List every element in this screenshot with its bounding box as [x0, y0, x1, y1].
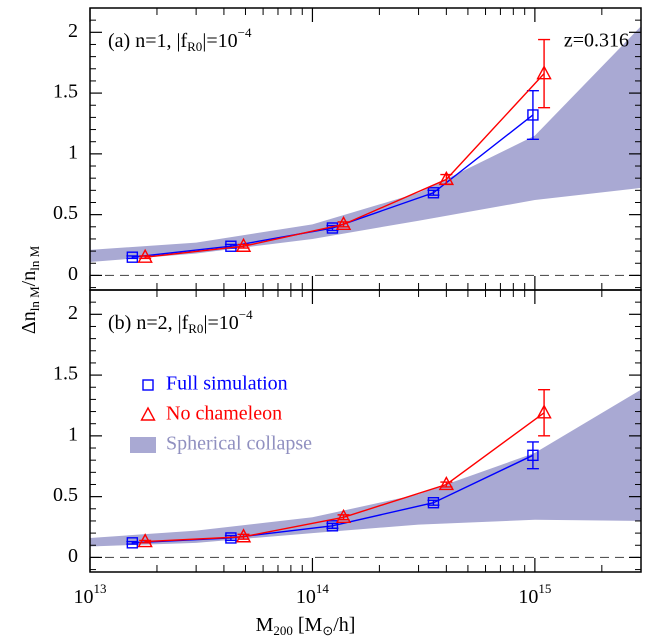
- error-bar: [538, 388, 551, 437]
- data-point: [527, 449, 539, 462]
- error-bar: [526, 441, 539, 470]
- y-tick-label: 0.5: [53, 202, 78, 224]
- y-axis-label-part: ln M: [27, 286, 42, 311]
- error-bar: [538, 38, 551, 109]
- x-axis-label-part: M: [256, 614, 274, 636]
- error-bar: [337, 221, 350, 228]
- y-axis-label-part: Δn: [18, 311, 40, 334]
- data-point: [225, 240, 237, 252]
- legend-label: Spherical collapse: [166, 433, 312, 455]
- error-bar: [237, 533, 250, 540]
- data-point: [326, 520, 339, 532]
- x-tick-label: 1014: [296, 581, 330, 608]
- x-tick-label-part: 13: [94, 581, 107, 596]
- data-point: [536, 404, 552, 419]
- x-tick-label-part: 10: [74, 586, 94, 608]
- error-bar: [427, 499, 440, 506]
- error-bar: [440, 481, 453, 488]
- panel-label-part: −4: [239, 307, 253, 322]
- error-bar: [326, 522, 339, 529]
- panel-label-part: −4: [238, 25, 252, 40]
- data-point: [235, 237, 252, 252]
- y-tick-label: 2: [68, 20, 78, 42]
- panel-label-part: (a) n=1, |f: [108, 30, 187, 52]
- data-point: [235, 528, 252, 543]
- data-point: [527, 109, 539, 121]
- x-tick-label: 1015: [518, 581, 551, 608]
- data-point: [335, 508, 352, 524]
- legend-marker: [140, 406, 156, 421]
- panel-label: (b) n=2, |fR0|=10−4: [108, 307, 253, 336]
- panel-label-part: R0: [187, 39, 202, 54]
- x-axis-label-part: /h]: [333, 614, 355, 636]
- y-tick-label: 1.5: [53, 363, 78, 385]
- panel-label-part: R0: [188, 321, 203, 336]
- y-tick-label: 1.5: [53, 81, 78, 103]
- x-tick-label-part: 10: [296, 586, 316, 608]
- x-tick-label-part: 10: [518, 586, 538, 608]
- error-bar: [427, 189, 440, 196]
- panel-label-part: (b) n=2, |f: [108, 312, 189, 334]
- x-tick-label-part: 15: [538, 581, 551, 596]
- data-point: [126, 537, 139, 549]
- legend-label: No chameleon: [166, 403, 282, 425]
- data-point: [438, 170, 455, 186]
- redshift-label: z=0.316: [564, 30, 629, 52]
- y-axis-label: Δnln M/nln M: [18, 245, 42, 334]
- y-tick-label: 0.5: [53, 484, 78, 506]
- y-axis-label-part: ln M: [27, 245, 42, 270]
- data-point: [427, 187, 440, 199]
- x-axis-label: M200 [M⊙/h]: [256, 614, 356, 638]
- y-tick-label: 0: [68, 263, 78, 285]
- legend-marker: [142, 379, 154, 391]
- panel-label-part: |=10: [202, 30, 237, 52]
- x-tick-label: 1013: [74, 581, 107, 608]
- legend-swatch: [130, 437, 156, 453]
- legend-label: Full simulation: [166, 373, 288, 395]
- panel-label-part: |=10: [203, 312, 238, 334]
- panel-label: (a) n=1, |fR0|=10−4: [108, 25, 252, 54]
- y-tick-label: 1: [68, 141, 78, 163]
- data-point: [137, 248, 153, 263]
- data-point: [126, 251, 139, 263]
- data-point: [335, 215, 352, 231]
- x-axis-label-part: 200: [273, 623, 293, 638]
- x-axis-label-part: [M: [293, 614, 323, 636]
- error-bar: [337, 514, 350, 521]
- y-axis-label-part: /n: [18, 271, 40, 287]
- error-bar: [526, 89, 539, 140]
- error-bar: [126, 540, 139, 545]
- data-point: [137, 533, 153, 548]
- y-tick-label: 0: [68, 545, 78, 567]
- plot-frame: [89, 289, 642, 573]
- x-axis-label-part: ⊙: [322, 623, 333, 638]
- data-point: [427, 497, 440, 509]
- data-point: [438, 476, 455, 491]
- model-band: [90, 389, 641, 547]
- x-tick-label-part: 14: [316, 581, 330, 596]
- y-tick-label: 1: [68, 423, 78, 445]
- error-bar: [126, 255, 139, 260]
- y-tick-label: 2: [68, 302, 78, 324]
- model-band: [90, 26, 641, 263]
- data-point: [536, 65, 552, 80]
